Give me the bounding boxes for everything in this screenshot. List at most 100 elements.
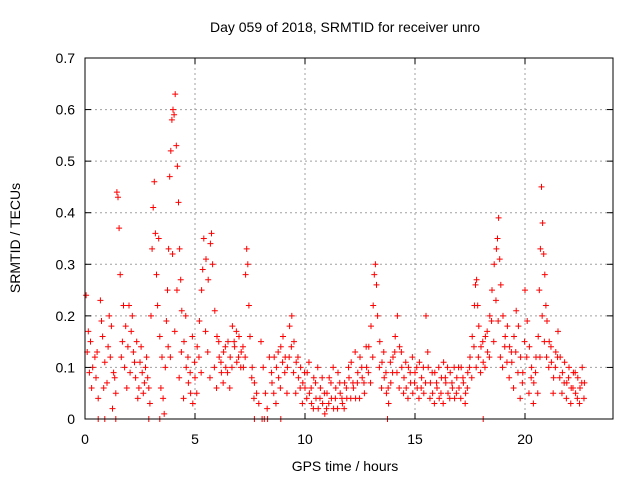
data-point [288, 343, 295, 350]
data-point [429, 369, 436, 376]
data-point [180, 395, 187, 402]
data-point [88, 385, 95, 392]
data-point [561, 359, 568, 366]
data-point [423, 312, 429, 319]
data-point [166, 173, 173, 180]
data-point [118, 354, 125, 361]
data-point [279, 359, 286, 366]
data-point [574, 395, 581, 402]
data-point [390, 354, 396, 361]
data-point [381, 374, 388, 381]
data-point [544, 318, 550, 325]
data-point [247, 333, 253, 340]
data-point [242, 271, 249, 278]
data-point [488, 318, 495, 325]
data-point [176, 245, 183, 252]
data-point [172, 91, 179, 98]
data-point [83, 292, 90, 299]
data-point [435, 364, 442, 371]
data-point [420, 364, 427, 371]
y-axis-label: SRMTID / TECUs [7, 183, 23, 293]
data-point [206, 374, 213, 381]
data-point [226, 385, 233, 392]
data-series-srmtid [83, 91, 588, 422]
y-tick-label: 0.3 [56, 256, 76, 272]
data-point [339, 400, 346, 407]
data-point [134, 395, 141, 402]
grid-lines [85, 58, 613, 419]
data-point [211, 364, 218, 371]
data-point [444, 364, 451, 371]
data-point [347, 395, 354, 402]
data-point [530, 400, 537, 407]
data-point [111, 374, 118, 381]
data-point [107, 354, 114, 361]
data-point [522, 287, 528, 294]
data-point [203, 256, 209, 263]
data-point [321, 410, 328, 417]
data-point [129, 312, 136, 319]
data-point [243, 245, 250, 252]
data-point [490, 338, 497, 345]
data-point [552, 364, 559, 371]
data-point [297, 364, 304, 371]
data-point [209, 261, 216, 268]
data-point [264, 405, 271, 412]
data-point [196, 318, 203, 325]
data-point [299, 400, 306, 407]
data-point [177, 276, 184, 283]
data-point [561, 379, 568, 386]
data-point [288, 312, 295, 319]
data-point [317, 385, 324, 392]
data-point [167, 147, 174, 154]
data-point [163, 318, 170, 325]
data-point [149, 245, 156, 252]
data-point [480, 359, 487, 366]
data-point [266, 354, 273, 361]
data-point [473, 276, 480, 283]
data-point [500, 312, 506, 319]
data-point [213, 385, 220, 392]
data-point [202, 328, 209, 335]
data-point [543, 354, 550, 361]
data-point [283, 390, 290, 397]
data-point [385, 385, 392, 392]
data-point [244, 261, 251, 268]
data-point [258, 338, 264, 345]
data-point [470, 343, 477, 350]
data-point [566, 364, 572, 371]
data-point [187, 369, 194, 376]
data-point [486, 312, 493, 319]
data-point [148, 312, 154, 319]
data-point [422, 379, 429, 386]
data-point [538, 183, 545, 190]
data-point [255, 400, 262, 407]
data-point [105, 343, 112, 350]
data-point [464, 385, 471, 392]
data-point [184, 354, 191, 361]
data-point [301, 369, 308, 376]
data-point [93, 374, 99, 381]
data-point [563, 395, 570, 402]
data-point [153, 271, 160, 278]
data-point [319, 400, 326, 407]
data-point [363, 343, 370, 350]
data-point [532, 369, 539, 376]
data-point [191, 359, 198, 366]
data-point [512, 348, 519, 355]
data-point [416, 359, 423, 366]
data-point [224, 369, 231, 376]
data-point [572, 390, 579, 397]
data-point [345, 364, 352, 371]
data-point [237, 364, 244, 371]
data-point [387, 379, 394, 386]
data-point [156, 333, 163, 340]
data-point [429, 390, 436, 397]
data-point [550, 374, 557, 381]
data-point [365, 369, 372, 376]
data-point [164, 287, 171, 294]
data-point [245, 302, 252, 309]
data-point [151, 178, 158, 185]
data-point [112, 390, 119, 397]
data-point [418, 374, 425, 381]
